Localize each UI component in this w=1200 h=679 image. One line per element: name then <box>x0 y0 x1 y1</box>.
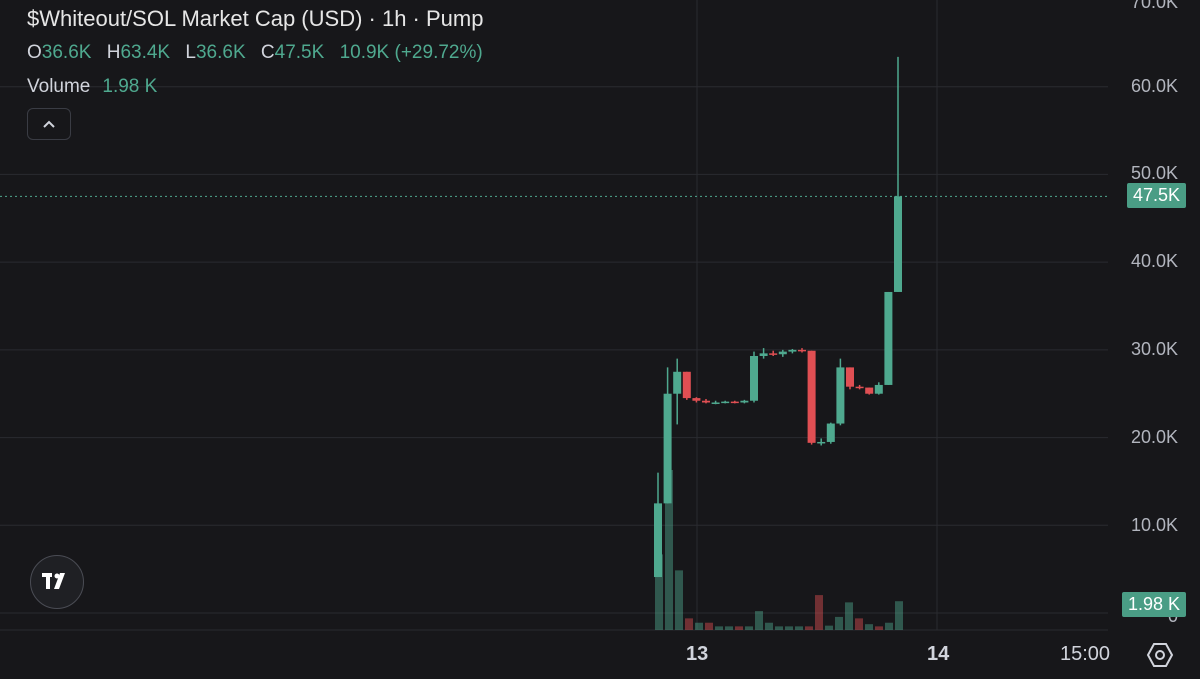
x-tick-label: 14 <box>927 643 950 665</box>
candle-body <box>778 351 787 355</box>
volume-label: Volume <box>27 76 91 97</box>
volume-bar <box>895 601 903 630</box>
chevron-up-icon <box>43 120 55 128</box>
volume-bar <box>855 618 863 630</box>
volume-bar <box>875 626 883 630</box>
candle-body <box>836 367 845 424</box>
candle-body <box>846 367 854 387</box>
volume-bar <box>795 626 803 630</box>
volume-bar <box>675 570 683 630</box>
volume-bar <box>655 554 663 630</box>
volume-bar <box>755 611 763 630</box>
volume-bar <box>805 626 813 630</box>
candle-body <box>855 386 864 389</box>
x-tick-label: 13 <box>686 643 709 665</box>
last-price-tag: 47.5K <box>1126 183 1186 208</box>
volume-bar <box>745 626 753 630</box>
ohlc-readout: O36.6K H63.4K L36.6K C47.5K 10.9K (+29.7… <box>27 42 493 64</box>
open-label: O <box>27 42 42 63</box>
volume-bar <box>695 622 703 630</box>
volume-bar <box>825 625 833 630</box>
volume-bar <box>705 622 713 630</box>
low-value: 36.6K <box>195 42 246 63</box>
low-label: L <box>185 42 196 63</box>
candle-body <box>826 423 835 442</box>
last-volume-tag: 1.98 K <box>1121 592 1186 617</box>
volume-bar <box>775 626 783 630</box>
x-tick-label: 15:00 <box>1060 643 1110 665</box>
change-value: 10.9K (+29.72%) <box>339 42 483 63</box>
close-label: C <box>260 42 275 63</box>
y-tick-label: 40.0K <box>1130 251 1178 271</box>
candle-body <box>654 503 662 578</box>
candle-body <box>894 196 902 292</box>
tradingview-logo-icon <box>42 573 65 589</box>
candle-body <box>692 398 701 401</box>
candle-body <box>884 291 893 385</box>
candle-body <box>769 353 778 355</box>
candle-body <box>807 350 816 443</box>
candle-body <box>702 400 710 403</box>
candle-body <box>788 349 797 352</box>
volume-bar <box>735 626 743 630</box>
volume-readout: Volume 1.98 K <box>27 76 493 98</box>
y-tick-label: 60.0K <box>1130 76 1178 96</box>
candle-body <box>865 387 874 394</box>
volume-value: 1.98 K <box>102 76 158 97</box>
volume-bar <box>725 626 733 630</box>
volume-bar <box>835 616 843 630</box>
candle-body <box>759 353 768 356</box>
volume-bar <box>785 626 793 630</box>
candle-body <box>721 401 730 404</box>
candle-body <box>711 402 720 404</box>
candle-body <box>682 371 691 399</box>
volume-bar <box>865 624 873 630</box>
y-tick-label: 20.0K <box>1130 427 1178 447</box>
volume-bar <box>815 595 823 630</box>
candle-body <box>798 349 806 352</box>
volume-bar <box>845 602 853 630</box>
volume-bar <box>885 622 893 630</box>
candle-body <box>663 393 672 504</box>
y-tick-label: 30.0K <box>1130 339 1178 359</box>
chart-legend: $Whiteout/SOL Market Cap (USD) · 1h · Pu… <box>27 6 493 98</box>
candle-body <box>740 400 749 403</box>
volume-bar <box>665 470 673 630</box>
tradingview-logo[interactable] <box>30 555 84 609</box>
volume-bar <box>685 618 693 630</box>
y-tick-label: 50.0K <box>1130 163 1178 183</box>
candle-body <box>817 441 826 444</box>
y-tick-label: 10.0K <box>1130 515 1178 535</box>
open-value: 36.6K <box>41 42 92 63</box>
close-value: 47.5K <box>274 42 325 63</box>
volume-bar <box>765 622 773 630</box>
y-tick-label: 70.0K <box>1130 0 1178 12</box>
high-label: H <box>106 42 121 63</box>
settings-gear-icon[interactable] <box>1146 641 1174 669</box>
collapse-legend-button[interactable] <box>27 108 71 140</box>
chart-title: $Whiteout/SOL Market Cap (USD) · 1h · Pu… <box>27 6 484 31</box>
candle-body <box>874 384 883 394</box>
candle-body <box>730 401 739 404</box>
candle-body <box>750 355 758 401</box>
high-value: 63.4K <box>120 42 171 63</box>
volume-bar <box>715 626 723 630</box>
candle-body <box>673 371 682 394</box>
